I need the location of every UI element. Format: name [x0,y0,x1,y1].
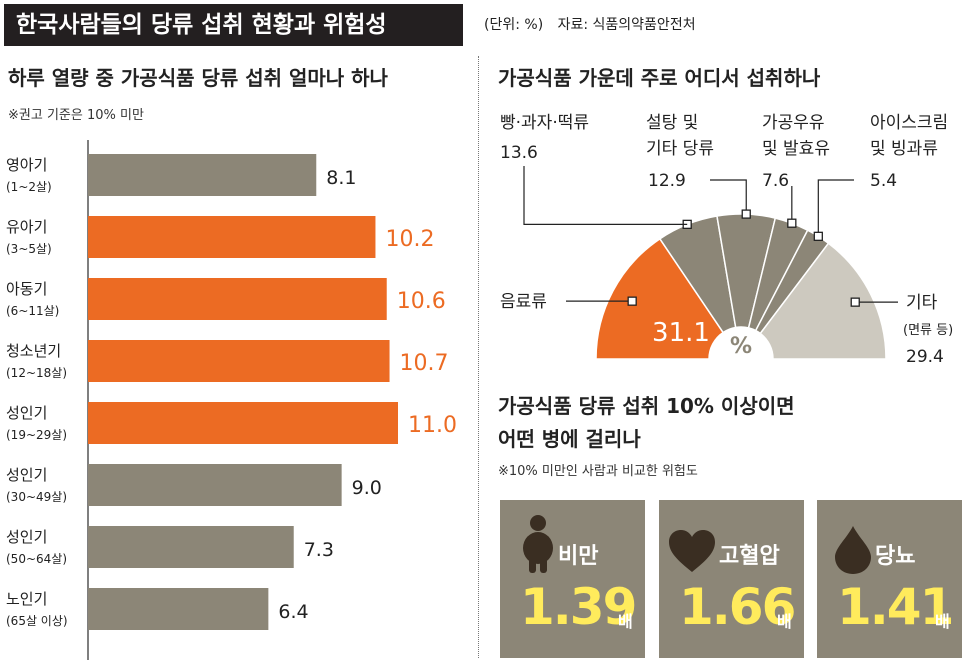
pie-slice [759,242,887,360]
bar-value-label: 10.7 [400,351,449,376]
category-label: 영아기 [6,156,47,174]
category-sublabel: (65살 이상) [6,614,68,628]
slice-value-label: 5.4 [870,171,897,191]
bar-value-label: 6.4 [278,601,308,623]
risk-label: 비만 [558,544,599,569]
bar-value-label: 7.3 [304,539,334,561]
slice-value-label: 13.6 [500,143,538,163]
category-sublabel: (12~18살) [6,366,67,380]
leader-line [710,179,747,211]
risk-label: 당뇨 [875,544,916,569]
bar-value-label: 9.0 [352,477,382,499]
risk-label: 고혈압 [719,544,780,569]
slice-label: 음료류 [500,292,547,312]
slice-label: 기타 당류 [646,139,714,159]
person-icon [523,515,553,573]
unit-label: (단위: %) [484,17,544,33]
category-sublabel: (1~2살) [6,180,52,194]
category-sublabel: (6~11살) [6,304,59,318]
bar-chart-heading: 하루 열량 중 가공식품 당류 섭취 얼마나 하나 [8,66,388,90]
slice-label: 설탕 및 [646,113,698,133]
slice-value-label: 31.1 [652,318,710,348]
bar [88,154,317,196]
unit-source: (단위: %) 자료: 식품의약품안전처 [484,14,706,34]
slice-value-label: 29.4 [906,347,944,366]
risk-heading-line2: 어떤 병에 걸리나 [498,427,641,451]
risk-unit: 배 [935,612,950,631]
risk-value: 1.41 [837,578,954,636]
slice-label: 빵·과자·떡류 [500,113,589,133]
risk-card-diabetes: 당뇨 1.41 배 [817,500,962,658]
page-title: 한국사람들의 당류 섭취 현황과 위험성 [4,4,463,46]
risk-card-hypertension: 고혈압 1.66 배 [659,500,804,658]
bar-chart: 영아기 (1~2살) 8.1 유아기 (3~5살) 10.2 아동기 (6~11살) 10.6 청… [6,140,457,660]
bar [88,402,398,444]
risk-heading-line1: 가공식품 당류 섭취 10% 이상이면 [498,394,795,418]
category-sublabel: (3~5살) [6,242,52,256]
bar [88,340,390,382]
slice-value-label: 12.9 [648,171,686,191]
slice-label: 아이스크림 [870,113,948,133]
leader-marker [627,296,637,306]
bar [88,588,269,630]
bar [88,464,342,506]
pie-center-label: % [730,334,752,359]
leader-marker [813,231,823,241]
category-label: 노인기 [6,590,47,608]
category-label: 성인기 [6,528,47,546]
category-sublabel: (19~29살) [6,428,67,442]
bar-value-label: 11.0 [408,413,457,438]
risk-value: 1.66 [679,578,796,636]
risk-unit: 배 [618,612,633,631]
heart-icon [669,530,715,572]
slice-label: 가공우유 [762,113,825,133]
bar-value-label: 10.2 [385,227,434,252]
category-sublabel: (50~64살) [6,552,67,566]
leader-line [523,166,688,225]
bar-value-label: 10.6 [397,289,446,314]
category-label: 성인기 [6,466,47,484]
risk-heading: 가공식품 당류 섭취 10% 이상이면 어떤 병에 걸리나 [498,390,795,456]
source-label: 자료: 식품의약품안전처 [557,17,696,33]
pie-slice [595,237,725,360]
category-label: 청소년기 [6,342,61,360]
slice-label: 및 발효유 [762,139,830,159]
bar-chart-note: ※권고 기준은 10% 미만 [8,108,144,123]
risk-card-obesity: 비만 1.39 배 [500,500,645,658]
drop-icon [835,526,871,574]
slice-label: (면류 등) [903,323,953,338]
leader-marker [850,297,860,307]
panel-divider [478,56,479,658]
slice-label: 및 빙과류 [870,139,938,159]
slice-value-label: 7.6 [762,171,789,191]
pie-chart-heading: 가공식품 가운데 주로 어디서 섭취하나 [498,66,821,90]
leader-marker [741,209,751,219]
leader-marker [787,218,797,228]
risk-value: 1.39 [520,578,637,636]
bar-value-label: 8.1 [326,167,356,189]
category-label: 유아기 [6,218,47,236]
bar [88,216,376,258]
slice-label: 기타 [906,293,938,313]
risk-note: ※10% 미만인 사람과 비교한 위험도 [498,464,698,479]
risk-unit: 배 [777,612,792,631]
category-sublabel: (30~49살) [6,490,67,504]
category-label: 성인기 [6,404,47,422]
leader-line [817,179,854,233]
category-label: 아동기 [6,280,47,298]
bar [88,278,387,320]
bar [88,526,294,568]
